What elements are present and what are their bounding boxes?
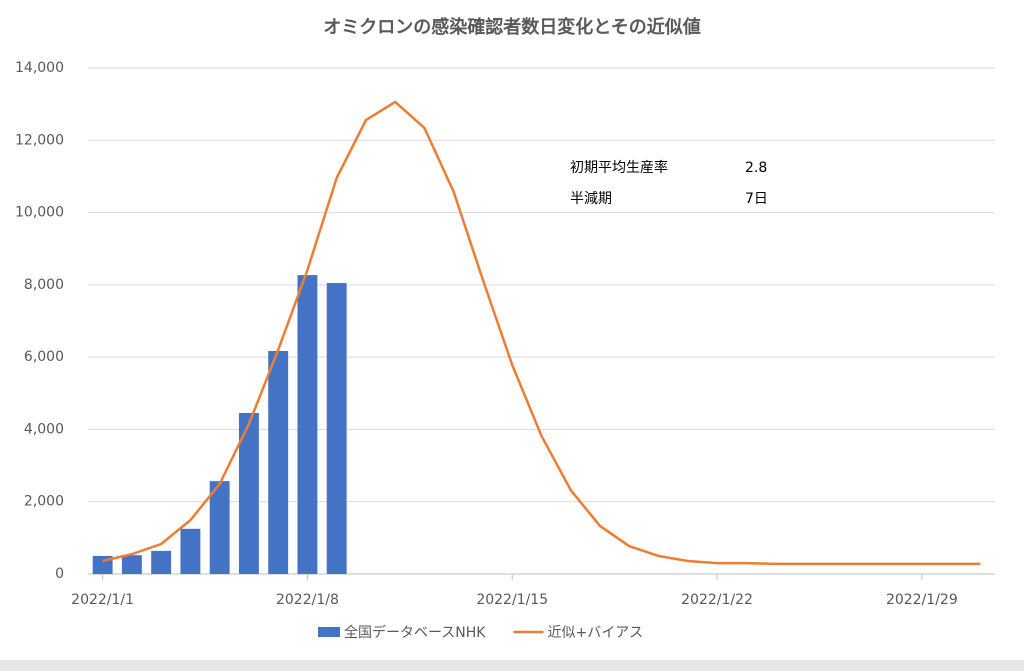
y-tick-label: 4,000	[24, 421, 64, 437]
y-tick-label: 8,000	[24, 277, 64, 293]
annotation-label: 初期平均生産率	[570, 159, 668, 176]
line	[102, 100, 981, 566]
y-tick-label: 10,000	[15, 205, 64, 221]
bar	[180, 528, 201, 574]
y-tick-label: 6,000	[24, 349, 64, 365]
bar	[238, 412, 259, 574]
bar	[209, 481, 230, 574]
y-tick-label: 12,000	[15, 132, 64, 148]
y-tick-label: 2,000	[24, 494, 64, 510]
x-tick-label: 2022/1/1	[71, 592, 134, 608]
annotation-value: 7日	[745, 191, 768, 207]
annotation-label: 半減期	[570, 190, 612, 207]
x-tick-label: 2022/1/15	[476, 592, 548, 608]
annotation-value: 2.8	[745, 160, 767, 176]
y-tick-label: 0	[55, 566, 64, 582]
legend-label: 全国データベースNHK	[344, 624, 486, 641]
x-tick-label: 2022/1/29	[886, 592, 958, 608]
x-tick-label: 2022/1/8	[276, 592, 339, 608]
legend-swatch	[318, 627, 340, 637]
chart-title: オミクロンの感染確認者数日変化とその近似値	[323, 16, 700, 38]
bar	[151, 550, 172, 574]
y-tick-label: 14,000	[15, 60, 64, 76]
sheet-tabs	[0, 660, 1024, 671]
bar	[297, 275, 318, 574]
bar	[121, 555, 142, 574]
bar	[326, 283, 347, 574]
x-tick-label: 2022/1/22	[681, 592, 753, 608]
legend-label: 近似+バイアス	[547, 625, 643, 641]
bar	[268, 350, 289, 574]
